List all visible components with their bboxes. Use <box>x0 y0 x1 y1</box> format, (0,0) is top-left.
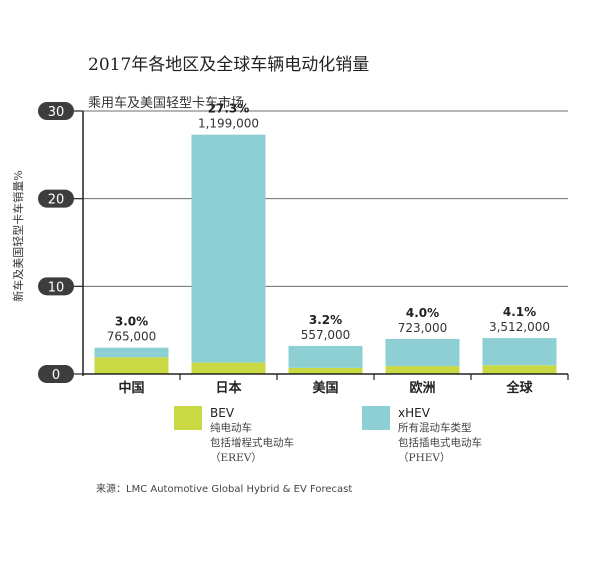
data-label-pct: 4.1% <box>503 305 536 319</box>
data-label-units: 723,000 <box>398 321 448 335</box>
bar-bev-2 <box>288 367 363 374</box>
source-note: 来源：LMC Automotive Global Hybrid & EV For… <box>96 484 353 495</box>
data-label-pct: 3.2% <box>309 313 342 327</box>
x-tick-label: 美国 <box>312 380 338 396</box>
data-label-units: 557,000 <box>301 328 351 342</box>
legend-desc-bev-1: 纯电动车 <box>210 422 252 434</box>
y-tick-label: 30 <box>48 105 65 120</box>
legend-desc-bev-3: （EREV） <box>210 452 262 464</box>
legend-desc-bev-2: 包括增程式电动车 <box>210 437 294 449</box>
legend-swatch-xhev <box>362 406 390 430</box>
y-tick-label: 0 <box>52 368 60 383</box>
data-label-pct: 3.0% <box>115 315 148 329</box>
y-tick-badge <box>38 102 74 120</box>
data-label-units: 3,512,000 <box>489 320 550 334</box>
y-tick-badge <box>38 365 74 383</box>
x-tick-label: 全球 <box>505 380 533 396</box>
bar-bev-0 <box>94 357 169 374</box>
data-label-units: 1,199,000 <box>198 117 259 131</box>
bar-xhev-1 <box>191 134 266 363</box>
bar-xhev-4 <box>482 338 557 366</box>
bar-xhev-2 <box>288 345 363 368</box>
legend-name-xhev: xHEV <box>398 406 430 420</box>
bar-xhev-0 <box>94 347 169 358</box>
bar-bev-1 <box>191 362 266 374</box>
y-tick-badge <box>38 189 74 208</box>
y-tick-label: 10 <box>48 280 65 295</box>
legend-item-bev: BEV 纯电动车 包括增程式电动车 （EREV） <box>174 406 294 466</box>
x-tick-label: 中国 <box>118 380 144 396</box>
y-tick-label: 20 <box>48 193 65 208</box>
legend-swatch-bev <box>174 406 202 430</box>
x-tick-label: 日本 <box>215 380 241 396</box>
x-tick-label: 欧洲 <box>409 380 435 396</box>
data-label-units: 765,000 <box>107 330 157 344</box>
legend-desc-xhev-3: （PHEV） <box>398 452 451 464</box>
data-label-pct: 4.0% <box>406 306 439 320</box>
bar-bev-3 <box>385 366 460 374</box>
chart-subtitle: 乘用车及美国轻型卡车市场 <box>88 96 245 111</box>
y-tick-badge <box>38 277 74 296</box>
bar-bev-4 <box>482 365 557 374</box>
legend-name-bev: BEV <box>210 406 235 420</box>
legend-desc-xhev-1: 所有混动车类型 <box>398 422 472 434</box>
bar-xhev-3 <box>385 338 460 367</box>
data-label-pct: 27.3% <box>208 102 250 116</box>
legend-desc-xhev-2: 包括插电式电动车 <box>398 437 482 449</box>
y-axis-label: 新车及美国轻型卡车销量% <box>12 170 25 302</box>
legend-item-xhev: xHEV 所有混动车类型 包括插电式电动车 （PHEV） <box>362 406 482 466</box>
chart-title: 2017年各地区及全球车辆电动化销量 <box>88 55 370 75</box>
